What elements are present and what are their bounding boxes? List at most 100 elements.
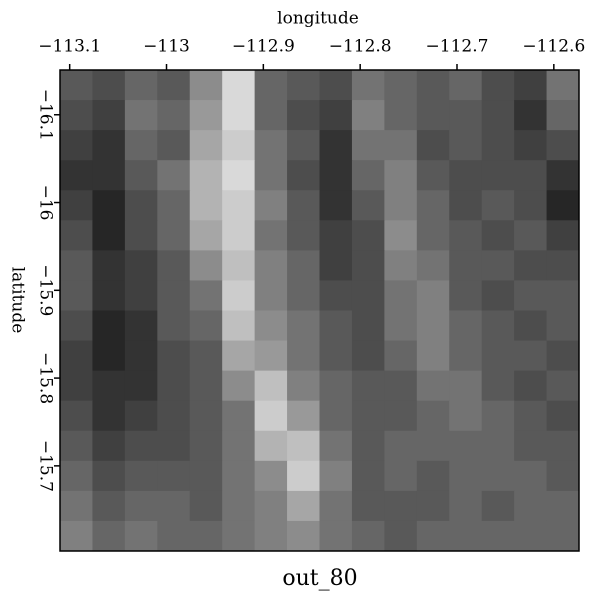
- heatmap-cell: [157, 130, 191, 161]
- heatmap-cell: [481, 190, 515, 221]
- heatmap-cell: [546, 460, 580, 492]
- heatmap-cell: [351, 130, 385, 161]
- heatmap-cell: [514, 370, 548, 402]
- heatmap-cell: [351, 190, 385, 221]
- heatmap-cell: [546, 160, 580, 191]
- heatmap-cell: [222, 190, 256, 221]
- heatmap-cell: [157, 490, 191, 522]
- heatmap-cell: [449, 310, 483, 342]
- heatmap-cell: [319, 340, 353, 372]
- heatmap-cell: [157, 520, 191, 552]
- heatmap-cell: [124, 340, 158, 372]
- x-axis-label: longitude: [277, 9, 359, 29]
- heatmap-cell: [514, 160, 548, 191]
- heatmap-cell: [222, 370, 256, 402]
- heatmap-cell: [481, 130, 515, 161]
- heatmap-cell: [481, 400, 515, 432]
- heatmap-cell: [124, 70, 158, 101]
- heatmap-cell: [384, 70, 418, 101]
- heatmap-cell: [287, 160, 320, 191]
- heatmap-cell: [189, 70, 223, 101]
- heatmap-cell: [157, 370, 191, 402]
- heatmap-cell: [92, 70, 126, 101]
- heatmap-cell: [222, 220, 256, 251]
- heatmap-cell: [384, 340, 418, 372]
- heatmap-cell: [416, 310, 450, 342]
- heatmap-cell: [60, 130, 93, 161]
- heatmap-cell: [481, 160, 515, 191]
- heatmap-cell: [124, 310, 158, 342]
- heatmap-cell: [254, 160, 288, 191]
- heatmap-cell: [546, 190, 580, 221]
- heatmap-cell: [449, 370, 483, 402]
- y-tick-label: −15.9: [36, 264, 56, 316]
- heatmap-cell: [60, 190, 93, 221]
- heatmap-cell: [416, 490, 450, 522]
- heatmap-cell: [60, 280, 93, 311]
- heatmap-cell: [384, 310, 418, 342]
- heatmap-cell: [287, 250, 320, 281]
- heatmap-cell: [60, 430, 93, 462]
- heatmap-cell: [384, 280, 418, 311]
- heatmap-cell: [124, 190, 158, 221]
- heatmap-cell: [92, 370, 126, 402]
- y-tick-label: −15.8: [36, 352, 56, 404]
- heatmap-cell: [189, 160, 223, 191]
- heatmap-cell: [351, 520, 385, 552]
- heatmap-cell: [157, 280, 191, 311]
- heatmap-cell: [351, 460, 385, 492]
- heatmap-cell: [319, 190, 353, 221]
- heatmap-cell: [351, 340, 385, 372]
- heatmap-cell: [351, 400, 385, 432]
- heatmap-cell: [351, 220, 385, 251]
- heatmap-cell: [449, 400, 483, 432]
- heatmap-cell: [384, 460, 418, 492]
- heatmap-cell: [449, 520, 483, 552]
- heatmap-cell: [416, 340, 450, 372]
- heatmap-cell: [287, 520, 320, 552]
- heatmap-cell: [60, 400, 93, 432]
- heatmap-cell: [124, 130, 158, 161]
- heatmap-cell: [514, 430, 548, 462]
- heatmap-cell: [60, 370, 93, 402]
- heatmap-cell: [254, 370, 288, 402]
- heatmap-cell: [60, 100, 93, 131]
- heatmap-cell: [514, 100, 548, 131]
- heatmap-cell: [222, 250, 256, 281]
- heatmap-cell: [416, 520, 450, 552]
- heatmap-cell: [254, 310, 288, 342]
- heatmap-cell: [287, 70, 320, 101]
- heatmap-cell: [157, 190, 191, 221]
- heatmap-cell: [124, 160, 158, 191]
- heatmap-cell: [351, 100, 385, 131]
- heatmap-cell: [319, 490, 353, 522]
- heatmap-cell: [351, 280, 385, 311]
- heatmap-cell: [254, 400, 288, 432]
- heatmap-cell: [546, 430, 580, 462]
- heatmap-cell: [189, 220, 223, 251]
- heatmap-cell: [319, 460, 353, 492]
- chart-title: out_80: [282, 566, 357, 591]
- heatmap-cell: [222, 160, 256, 191]
- heatmap-cell: [384, 160, 418, 191]
- heatmap-cell: [546, 520, 580, 552]
- heatmap-cell: [287, 460, 320, 492]
- heatmap-cell: [514, 490, 548, 522]
- heatmap-cell: [189, 370, 223, 402]
- heatmap-cell: [287, 400, 320, 432]
- heatmap-cell: [514, 520, 548, 552]
- heatmap-cell: [514, 70, 548, 101]
- heatmap-cell: [449, 340, 483, 372]
- heatmap-cell: [157, 310, 191, 342]
- heatmap-cell: [449, 160, 483, 191]
- heatmap-cell: [319, 160, 353, 191]
- heatmap-cell: [254, 490, 288, 522]
- heatmap-cell: [157, 460, 191, 492]
- heatmap-cell: [319, 130, 353, 161]
- plot-frame: [59, 69, 580, 552]
- heatmap-cell: [416, 100, 450, 131]
- heatmap-cell: [92, 520, 126, 552]
- heatmap-cell: [189, 130, 223, 161]
- heatmap-cell: [124, 100, 158, 131]
